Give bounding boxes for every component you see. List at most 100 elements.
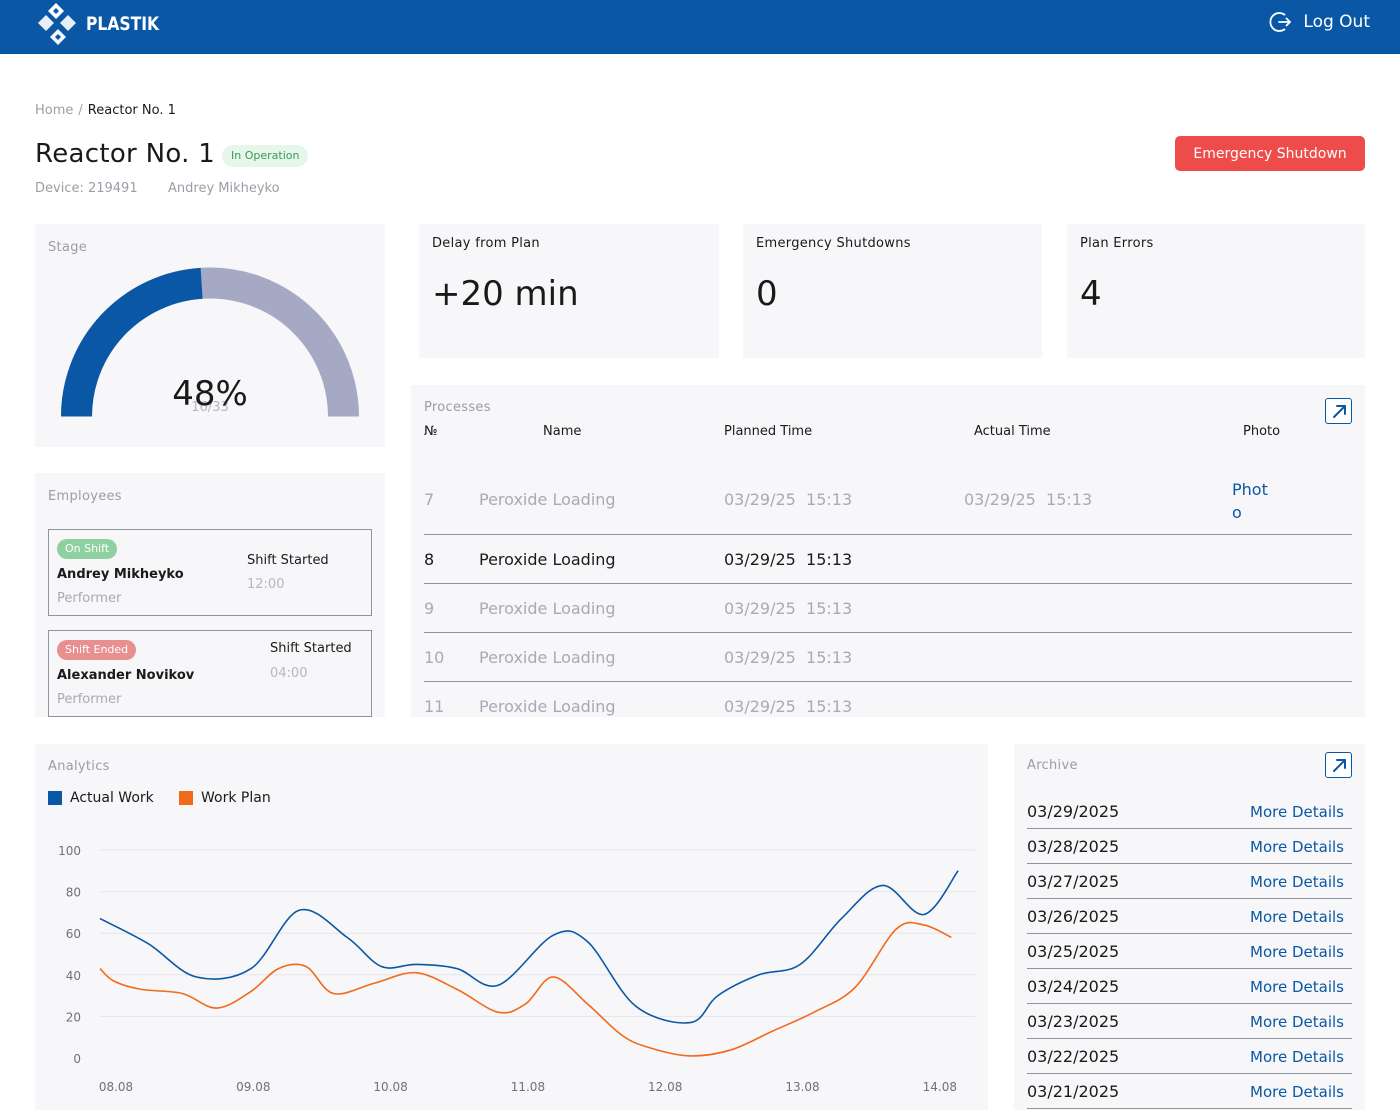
logout-button[interactable]: Log Out	[1269, 10, 1370, 34]
emergency-shutdown-button[interactable]: Emergency Shutdown	[1175, 136, 1365, 171]
brand-logo[interactable]: PLASTIK	[34, 0, 175, 48]
top-bar: PLASTIK Log Out	[0, 0, 1400, 54]
table-row[interactable]: 10 Peroxide Loading 03/29/25 15:13	[424, 633, 1352, 682]
logout-icon	[1269, 12, 1292, 32]
x-tick-label: 12.08	[648, 1080, 682, 1094]
employee-name: Andrey Mikheyko	[57, 567, 184, 582]
more-details-link[interactable]: More Details	[1250, 943, 1344, 961]
legend-swatch-plan	[179, 791, 193, 805]
more-details-link[interactable]: More Details	[1250, 838, 1344, 856]
archive-row[interactable]: 03/22/2025 More Details	[1027, 1039, 1352, 1074]
device-id: Device: 219491	[35, 181, 138, 196]
shift-badge-on: On Shift	[57, 539, 118, 559]
external-link-icon	[1332, 405, 1346, 418]
process-number: 9	[424, 599, 435, 618]
archive-date: 03/27/2025	[1027, 872, 1120, 891]
archive-date: 03/29/2025	[1027, 802, 1120, 821]
archive-row[interactable]: 03/28/2025 More Details	[1027, 829, 1352, 864]
archive-date: 03/22/2025	[1027, 1047, 1120, 1066]
process-number: 7	[424, 490, 435, 509]
employees-label: Employees	[48, 489, 122, 504]
column-planned-time: Planned Time	[724, 424, 813, 439]
stage-gauge	[61, 267, 359, 417]
breadcrumb-home[interactable]: Home	[35, 103, 74, 118]
device-owner: Andrey Mikheyko	[168, 181, 280, 196]
stage-percent: 48%	[172, 374, 248, 414]
process-planned-time: 03/29/25 15:13	[724, 648, 853, 667]
table-row[interactable]: 11 Peroxide Loading 03/29/25 15:13	[424, 682, 1352, 717]
processes-expand-button[interactable]	[1325, 398, 1352, 424]
series-line-actual-work	[99, 870, 959, 1024]
employee-card[interactable]: On Shift Andrey Mikheyko Performer Shift…	[48, 529, 372, 616]
process-planned-time: 03/29/25 15:13	[724, 599, 853, 618]
archive-row[interactable]: 03/23/2025 More Details	[1027, 1004, 1352, 1039]
shift-label: Shift Started	[270, 641, 352, 656]
kpi-delay-card: Delay from Plan +20 min	[419, 224, 719, 358]
archive-row[interactable]: 03/25/2025 More Details	[1027, 934, 1352, 969]
y-tick-label: 20	[66, 1010, 81, 1024]
stage-steps: 16/33	[191, 400, 229, 415]
process-name: Peroxide Loading	[479, 550, 616, 569]
archive-row[interactable]: 03/29/2025 More Details	[1027, 794, 1352, 829]
archive-card: Archive 03/29/2025 More Details 03/28/2025…	[1014, 744, 1365, 1110]
archive-row[interactable]: 03/27/2025 More Details	[1027, 864, 1352, 899]
column-photo: Photo	[1243, 424, 1281, 439]
shift-time: 04:00	[270, 666, 308, 681]
legend-actual: Actual Work	[48, 790, 154, 806]
breadcrumb-separator: /	[78, 103, 83, 118]
shift-label: Shift Started	[247, 553, 329, 568]
y-tick-label: 80	[66, 886, 81, 900]
external-link-icon	[1332, 759, 1346, 772]
employee-role: Performer	[57, 591, 122, 606]
archive-date: 03/21/2025	[1027, 1082, 1120, 1101]
archive-row[interactable]: 03/26/2025 More Details	[1027, 899, 1352, 934]
employee-name: Alexander Novikov	[57, 668, 195, 683]
stage-card: Stage 16/33 48%	[35, 224, 385, 447]
more-details-link[interactable]: More Details	[1250, 908, 1344, 926]
archive-date: 03/24/2025	[1027, 977, 1120, 996]
employee-card[interactable]: Shift Ended Alexander Novikov Performer …	[48, 630, 372, 717]
process-name: Peroxide Loading	[479, 648, 616, 667]
breadcrumb-current: Reactor No. 1	[87, 103, 176, 118]
table-row[interactable]: 7 Peroxide Loading 03/29/25 15:13 03/29/…	[424, 460, 1352, 535]
archive-row[interactable]: 03/24/2025 More Details	[1027, 969, 1352, 1004]
x-tick-label: 10.08	[373, 1080, 407, 1094]
legend-swatch-actual	[48, 791, 62, 805]
more-details-link[interactable]: More Details	[1250, 1013, 1344, 1031]
archive-expand-button[interactable]	[1325, 752, 1352, 778]
process-actual-time: 03/29/25 15:13	[964, 490, 1093, 509]
process-planned-time: 03/29/25 15:13	[724, 490, 853, 509]
logo-icon	[38, 3, 76, 45]
series-line-work-plan	[99, 921, 952, 1057]
more-details-link[interactable]: More Details	[1250, 803, 1344, 821]
breadcrumb: Home / Reactor No. 1	[35, 103, 176, 118]
process-name: Peroxide Loading	[479, 490, 616, 509]
table-row[interactable]: 8 Peroxide Loading 03/29/25 15:13	[424, 535, 1352, 584]
photo-link[interactable]: Photo	[1232, 480, 1268, 522]
column-name: Name	[543, 424, 582, 439]
process-name: Peroxide Loading	[479, 697, 616, 716]
process-planned-time: 03/29/25 15:13	[724, 550, 853, 569]
y-tick-label: 40	[66, 969, 81, 983]
process-number: 8	[424, 550, 435, 569]
table-row[interactable]: 9 Peroxide Loading 03/29/25 15:13	[424, 584, 1352, 633]
shift-time: 12:00	[247, 577, 285, 592]
x-tick-label: 13.08	[785, 1080, 819, 1094]
archive-date: 03/25/2025	[1027, 942, 1120, 961]
y-tick-label: 0	[73, 1052, 81, 1066]
process-number: 10	[424, 648, 445, 667]
employees-card: Employees On Shift Andrey Mikheyko Perfo…	[35, 473, 385, 717]
more-details-link[interactable]: More Details	[1250, 1048, 1344, 1066]
process-planned-time: 03/29/25 15:13	[724, 697, 853, 716]
more-details-link[interactable]: More Details	[1250, 1083, 1344, 1101]
analytics-card: Analytics Actual Work Work Plan 100 80 60 4…	[35, 744, 988, 1110]
process-name: Peroxide Loading	[479, 599, 616, 618]
archive-row[interactable]: 03/21/2025 More Details	[1027, 1074, 1352, 1109]
more-details-link[interactable]: More Details	[1250, 978, 1344, 996]
kpi-delay-value: +20 min	[432, 274, 579, 314]
archive-date: 03/26/2025	[1027, 907, 1120, 926]
stage-label: Stage	[48, 240, 88, 255]
more-details-link[interactable]: More Details	[1250, 873, 1344, 891]
processes-label: Processes	[424, 400, 491, 415]
y-tick-label: 100	[58, 844, 81, 858]
